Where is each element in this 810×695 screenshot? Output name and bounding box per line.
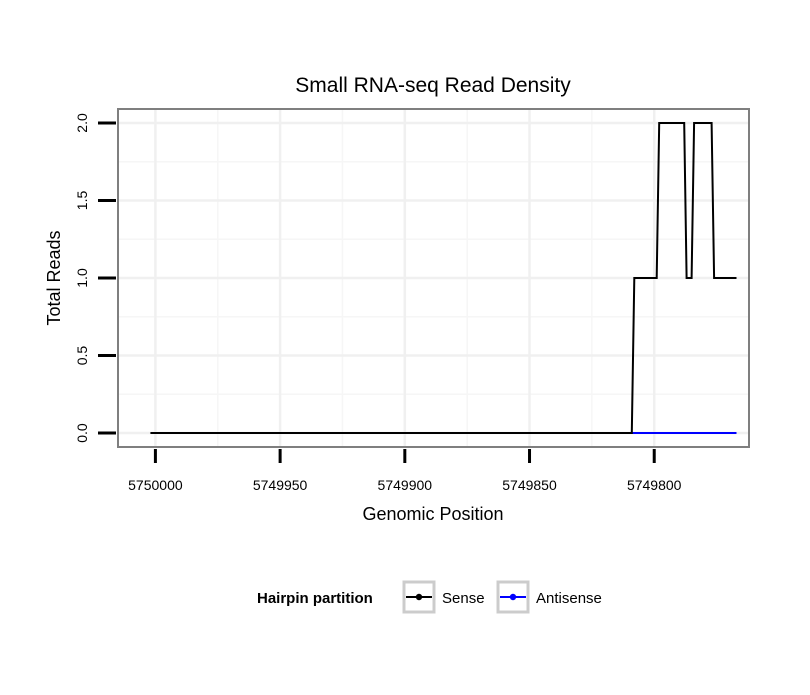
legend-key-point [509,593,517,601]
series-line-sense [150,122,737,434]
plot-border [117,108,750,448]
x-axis: 5750000 5749950 5749900 5749850 5749800 [128,449,682,493]
x-tick-label: 5749800 [627,477,682,493]
x-tick-label: 5749950 [253,477,308,493]
legend-key-point [415,593,423,601]
x-tick-label: 5750000 [128,477,183,493]
series-lines [150,122,737,434]
y-tick-label: 1.0 [74,268,90,288]
x-axis-title: Genomic Position [362,504,503,524]
y-axis: 0.0 0.5 1.0 1.5 2.0 [74,113,116,443]
y-axis-title: Total Reads [44,230,64,325]
legend: Hairpin partition Sense Antisense [257,580,602,614]
chart-title: Small RNA-seq Read Density [295,74,571,97]
x-tick-label: 5749900 [378,477,433,493]
legend-title: Hairpin partition [257,590,373,607]
legend-label-antisense: Antisense [536,590,602,607]
legend-label-sense: Sense [442,590,485,607]
y-tick-label: 2.0 [74,113,90,133]
legend-entry-antisense: Antisense [496,580,602,614]
x-tick-label: 5749850 [502,477,557,493]
y-tick-label: 0.0 [74,423,90,443]
y-tick-label: 1.5 [74,191,90,211]
y-tick-label: 0.5 [74,346,90,366]
legend-entry-sense: Sense [402,580,485,614]
